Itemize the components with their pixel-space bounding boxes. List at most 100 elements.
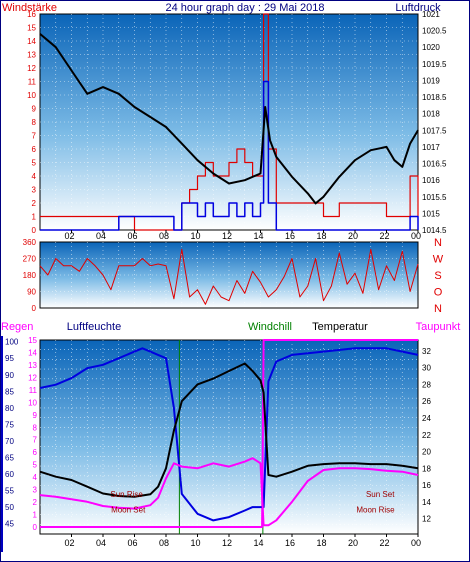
x-tick-label: 22: [379, 538, 389, 548]
top-left-axis-label: Windstärke: [2, 2, 57, 14]
pressure-tick-label: 1018.5: [422, 93, 447, 102]
x-tick-label: 08: [159, 538, 169, 548]
temperature-tick-label: 30: [422, 364, 431, 373]
temperature-tick-label: 12: [422, 515, 431, 524]
wind-speed-tick-label: 13: [27, 51, 36, 60]
top-x-tick-labels: 02 04 06 08 10 12 14 16 18 20 22 00: [64, 230, 421, 241]
direction-compass-label: N: [434, 303, 442, 315]
pressure-tick-label: 1019.5: [422, 60, 447, 69]
humidity-axis-label: Luftfeuchte: [67, 321, 121, 333]
pressure-tick-label: 1019: [422, 76, 440, 85]
direction-degree-label: 0: [32, 304, 37, 313]
wind-speed-tick-label: 5: [32, 159, 37, 168]
x-tick-label: 00: [411, 538, 421, 548]
dew-point-series: [39, 457, 419, 527]
x-tick-label: 06: [127, 538, 137, 548]
temperature-series: [39, 362, 419, 498]
humidity-tick-label: 95: [5, 354, 14, 363]
x-tick-label: 18: [316, 538, 326, 548]
humidity-series: [39, 347, 419, 522]
rain-tick-label: 7: [33, 436, 38, 445]
wind-direction-series: [39, 248, 419, 305]
direction-degree-label: 90: [27, 288, 36, 297]
direction-compass-label: N: [434, 237, 442, 249]
pressure-tick-label: 1020.5: [422, 27, 447, 36]
x-tick-label: 10: [190, 538, 200, 548]
top-panel-series: [39, 13, 419, 231]
wind-speed-tick-label: 0: [32, 226, 37, 235]
x-tick-label: 16: [285, 231, 295, 241]
bottom-x-tick-labels: 02 04 06 08 10 12 14 16 18 20 22 00: [64, 534, 421, 548]
rain-tick-label: 3: [33, 486, 38, 495]
x-tick-label: 16: [285, 538, 295, 548]
rain-tick-label: 6: [33, 448, 38, 457]
wind-speed-tick-label: 9: [32, 105, 37, 114]
temperature-axis-label: Temperatur: [312, 321, 368, 333]
rain-tick-label: 9: [33, 411, 38, 420]
astro-annotation: Sun Set: [366, 490, 395, 499]
x-tick-label: 22: [379, 231, 389, 241]
x-tick-label: 12: [222, 538, 232, 548]
pressure-tick-label: 1021: [422, 10, 440, 19]
direction-degree-label: 360: [23, 238, 37, 247]
x-tick-label: 02: [64, 231, 74, 241]
pressure-series: [39, 33, 419, 205]
rain-tick-label: 1: [33, 511, 38, 520]
humidity-tick-label: 90: [5, 371, 14, 380]
direction-compass-label: W: [433, 254, 444, 266]
dewpoint-axis-label: Taupunkt: [416, 321, 461, 333]
astro-annotation: Moon Rise: [356, 506, 395, 515]
wind-speed-tick-label: 3: [32, 186, 37, 195]
x-tick-label: 12: [222, 231, 232, 241]
wind-speed-tick-label: 12: [27, 64, 36, 73]
top-right-axis-label: Luftdruck: [395, 2, 441, 14]
wind-speed-tick-label: 11: [28, 78, 37, 87]
humidity-tick-label: 75: [5, 420, 14, 429]
astro-annotation: Moon Set: [111, 506, 146, 515]
x-tick-label: 20: [348, 231, 358, 241]
wind-mean-series: [40, 80, 419, 231]
rain-tick-label: 10: [28, 398, 37, 407]
temperature-tick-label: 22: [422, 431, 431, 440]
windchill-axis-label: Windchill: [248, 321, 292, 333]
rain-tick-label: 15: [28, 336, 37, 345]
temperature-tick-label: 24: [422, 414, 431, 423]
pressure-tick-label: 1017: [422, 143, 440, 152]
pressure-tick-label: 1020: [422, 43, 440, 52]
temperature-tick-label: 16: [422, 481, 431, 490]
humidity-tick-label: 45: [5, 520, 14, 529]
humidity-tick-label: 70: [5, 437, 14, 446]
direction-compass-label: S: [434, 270, 441, 282]
chart-title: 24 hour graph day : 29 Mai 2018: [165, 2, 324, 14]
temperature-tick-labels: 12 14 16 18 20 22 24 26 28 30 32: [422, 347, 431, 524]
rain-tick-label: 8: [33, 423, 38, 432]
x-tick-label: 10: [190, 231, 200, 241]
humidity-tick-label: 85: [5, 387, 14, 396]
x-tick-label: 18: [316, 231, 326, 241]
humidity-tick-label: 60: [5, 470, 14, 479]
humidity-tick-labels: 45 50 55 60 65 70 75 80 85 90 95 100: [5, 338, 19, 529]
wind-speed-tick-label: 10: [27, 91, 36, 100]
x-tick-label: 14: [253, 538, 263, 548]
rain-tick-label: 14: [28, 348, 37, 357]
rain-tick-label: 4: [33, 473, 38, 482]
x-tick-label: 20: [348, 538, 358, 548]
wind-gust-series: [40, 13, 419, 231]
x-tick-label: 08: [159, 231, 169, 241]
humidity-tick-label: 65: [5, 453, 14, 462]
astro-annotations: Sun Rise Moon Set Sun Set Moon Rise: [110, 490, 395, 515]
temperature-tick-label: 32: [422, 347, 431, 356]
x-tick-label: 00: [411, 231, 421, 241]
wind-speed-tick-label: 16: [27, 10, 36, 19]
temperature-tick-label: 14: [422, 498, 431, 507]
direction-degree-label: 270: [23, 255, 37, 264]
humidity-tick-label: 55: [5, 487, 14, 496]
wind-direction-degree-labels: 0 90 180 270 360: [23, 238, 37, 313]
pressure-tick-label: 1015: [422, 209, 440, 218]
humidity-tick-label: 50: [5, 503, 14, 512]
temperature-tick-label: 26: [422, 397, 431, 406]
rain-tick-label: 12: [28, 373, 37, 382]
